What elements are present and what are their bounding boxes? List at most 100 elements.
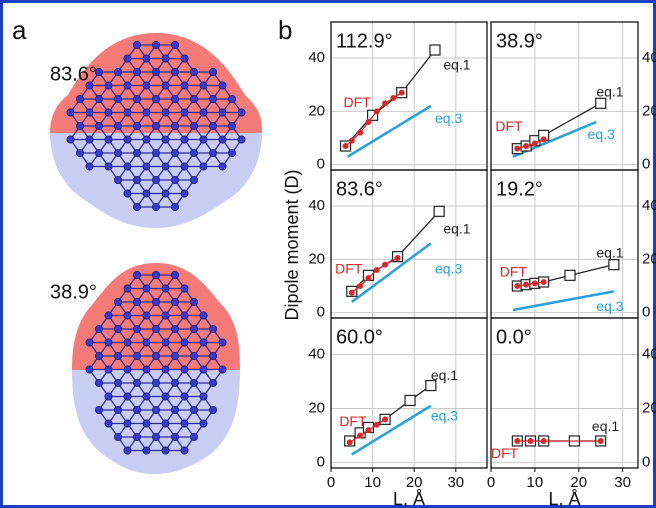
atom (143, 163, 150, 170)
x-tick-label: 30 (447, 474, 464, 491)
atom (162, 136, 169, 143)
atom (200, 366, 207, 373)
atom (190, 352, 197, 359)
atom (181, 366, 188, 373)
point (374, 422, 380, 428)
atom (219, 82, 226, 89)
atom (181, 285, 188, 292)
series-label: eq.1 (443, 57, 470, 73)
y-tick-label: 0 (642, 156, 650, 173)
atom (143, 339, 150, 346)
atom (133, 325, 140, 332)
atom (181, 55, 188, 62)
atom (152, 95, 159, 102)
atom (152, 325, 159, 332)
x-tick-label: 30 (614, 474, 631, 491)
point (430, 45, 440, 55)
atom (181, 420, 188, 427)
atom (152, 271, 159, 278)
atom (95, 325, 102, 332)
point (399, 90, 405, 96)
atom (76, 122, 83, 129)
atom (171, 325, 178, 332)
atom (181, 163, 188, 170)
atom (171, 379, 178, 386)
atom (95, 149, 102, 156)
atom (219, 366, 226, 373)
atom (105, 312, 112, 319)
atom (86, 136, 93, 143)
point (343, 143, 349, 149)
series-label: DFT (491, 445, 519, 461)
atom (190, 298, 197, 305)
atom (209, 352, 216, 359)
y-tick-label: 20 (308, 102, 325, 119)
atom (171, 406, 178, 413)
series-label: eq.1 (592, 418, 619, 434)
series-label: eq.3 (435, 110, 462, 126)
atom (200, 82, 207, 89)
atom (219, 109, 226, 116)
atom (133, 352, 140, 359)
series-label: DFT (335, 261, 363, 277)
chart-title: 38.9° (496, 30, 543, 52)
atom (124, 285, 131, 292)
series-label: eq.1 (596, 245, 623, 261)
chart-title: 0.0° (496, 326, 532, 348)
atom (209, 95, 216, 102)
atom (114, 298, 121, 305)
atom (228, 122, 235, 129)
atom (162, 366, 169, 373)
atom (133, 433, 140, 440)
y-tick-label: 0 (317, 454, 325, 471)
point (357, 283, 363, 289)
point (374, 267, 380, 273)
point (349, 290, 355, 296)
atom (105, 136, 112, 143)
x-axis-label: L, Å (548, 489, 580, 508)
atom (219, 163, 226, 170)
series-label: eq.3 (431, 407, 458, 423)
point (395, 255, 401, 261)
point (523, 143, 529, 149)
atom (143, 109, 150, 116)
atom (209, 379, 216, 386)
atom (190, 95, 197, 102)
point (405, 395, 415, 405)
atom (171, 149, 178, 156)
atom (124, 136, 131, 143)
atom (133, 122, 140, 129)
atom (114, 68, 121, 75)
y-tick-label: 40 (642, 49, 656, 66)
atom (152, 176, 159, 183)
atom (152, 406, 159, 413)
point (514, 146, 520, 152)
atom (133, 176, 140, 183)
y-tick-label: 0 (642, 304, 650, 321)
atom (133, 271, 140, 278)
atom (200, 109, 207, 116)
atom (171, 95, 178, 102)
y-tick-label: 0 (317, 156, 325, 173)
atom (171, 298, 178, 305)
point (532, 140, 538, 146)
atom (162, 339, 169, 346)
atom (152, 379, 159, 386)
point (357, 433, 363, 439)
atom (190, 149, 197, 156)
atom (143, 447, 150, 454)
y-tick-label: 40 (308, 197, 325, 214)
series-label: DFT (495, 118, 523, 134)
atom (171, 68, 178, 75)
atom (124, 109, 131, 116)
atom (105, 109, 112, 116)
atom (181, 447, 188, 454)
atom (124, 312, 131, 319)
atom (162, 285, 169, 292)
atom (76, 95, 83, 102)
atom (124, 447, 131, 454)
y-tick-label: 20 (308, 400, 325, 417)
atom (114, 122, 121, 129)
atom (124, 420, 131, 427)
series-label: DFT (500, 263, 528, 279)
